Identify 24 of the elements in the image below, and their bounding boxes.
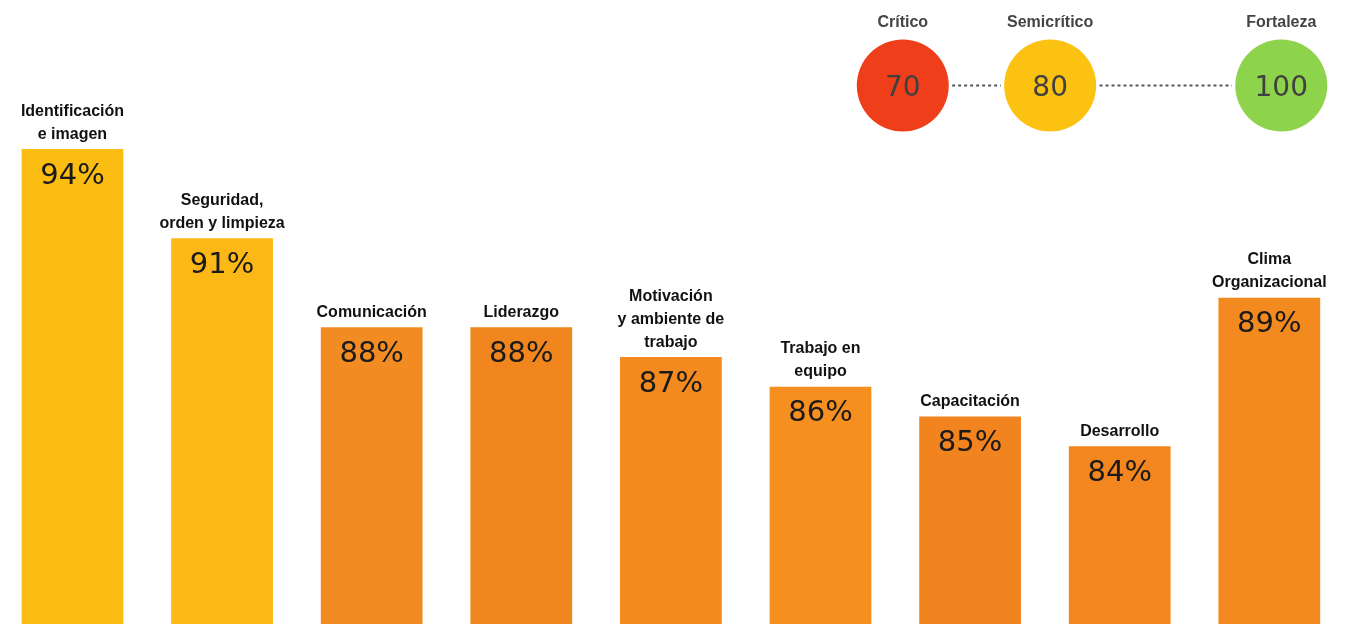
x-tick-label: Comunicación [316, 302, 427, 320]
data-label: 85% [937, 423, 1003, 458]
data-label: 94% [40, 156, 105, 191]
x-tick-label: Capacitación [920, 392, 1020, 410]
data-label: 86% [788, 394, 853, 429]
data-label: 88% [339, 334, 404, 369]
x-tick-label: Trabajo en equipo [780, 339, 861, 380]
data-label: 84% [1087, 453, 1152, 488]
category-label: Fortaleza [1246, 13, 1317, 30]
x-tick-label: Clima Organizacional [1211, 250, 1327, 291]
x-tick-label: Seguridad, orden y limpieza [159, 190, 285, 231]
category-label: Crítico [877, 13, 929, 30]
data-label: 80 [1032, 70, 1068, 103]
data-label: 88% [489, 334, 554, 369]
x-tick-label: Identificación e imagen [20, 101, 125, 142]
data-label: 87% [638, 364, 704, 399]
category-label: Semicrítico [1007, 13, 1094, 30]
x-tick-label: Desarrollo [1080, 421, 1160, 439]
data-label: 100 [1254, 70, 1309, 103]
data-label: 91% [189, 245, 255, 280]
data-label: 89% [1237, 305, 1302, 340]
data-label: 70 [884, 70, 921, 103]
x-tick-label: Liderazgo [483, 302, 560, 320]
x-tick-label: Motivación y ambiente de trabajo [617, 286, 725, 350]
